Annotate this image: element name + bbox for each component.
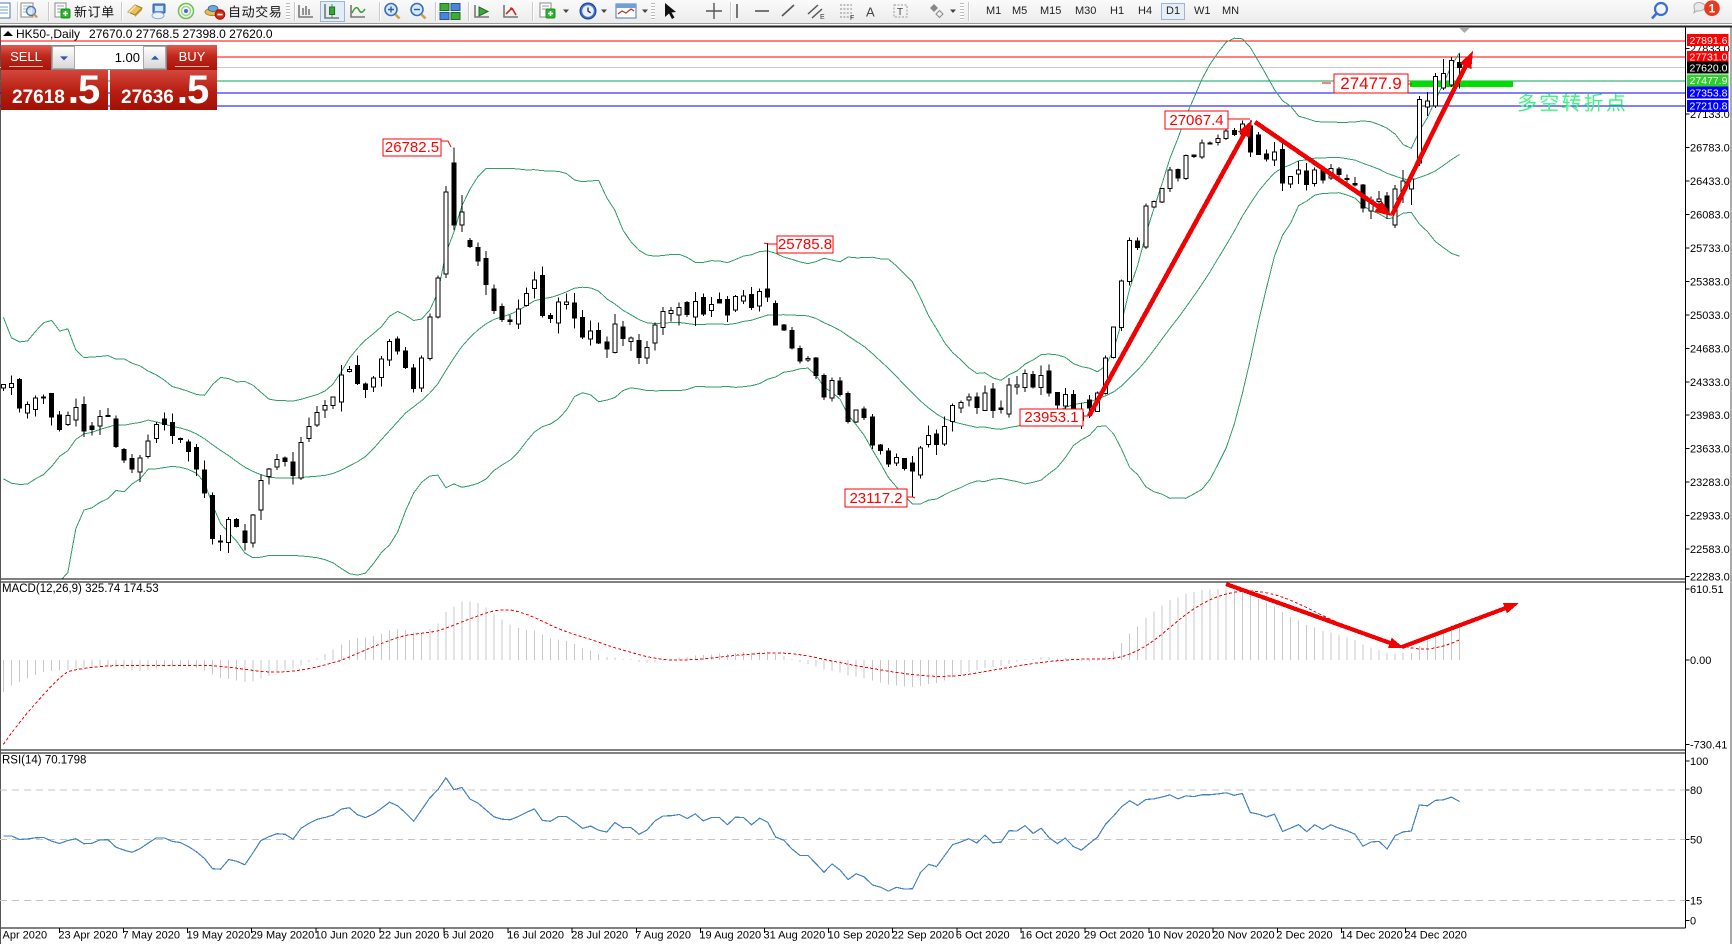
svg-text:26083.0: 26083.0 <box>1690 210 1730 222</box>
svg-text:10 Jun 2020: 10 Jun 2020 <box>315 930 376 942</box>
svg-text:14 Dec 2020: 14 Dec 2020 <box>1340 930 1402 942</box>
svg-text:F: F <box>850 15 854 22</box>
svg-text:2 Dec 2020: 2 Dec 2020 <box>1276 930 1332 942</box>
svg-text:28 Jul 2020: 28 Jul 2020 <box>571 930 628 942</box>
svg-text:23953.1: 23953.1 <box>1024 409 1078 426</box>
svg-text:T: T <box>897 7 903 18</box>
svg-text:27731.0: 27731.0 <box>1690 52 1728 64</box>
svg-text:10 Sep 2020: 10 Sep 2020 <box>828 930 890 942</box>
svg-text:80: 80 <box>1690 785 1702 797</box>
svg-text:7 May 2020: 7 May 2020 <box>123 930 180 942</box>
svg-text:26433.0: 26433.0 <box>1690 176 1730 188</box>
svg-text:23633.0: 23633.0 <box>1690 444 1730 456</box>
svg-text:24333.0: 24333.0 <box>1690 377 1730 389</box>
svg-text:22 Sep 2020: 22 Sep 2020 <box>892 930 954 942</box>
svg-text:27133.0: 27133.0 <box>1690 109 1730 121</box>
svg-text:A: A <box>866 5 875 20</box>
svg-text:E: E <box>820 14 825 21</box>
svg-text:27477.9: 27477.9 <box>1690 75 1728 87</box>
svg-text:29 May 2020: 29 May 2020 <box>251 930 315 942</box>
svg-text:25785.8: 25785.8 <box>778 236 832 253</box>
svg-text:RSI(14) 70.1798: RSI(14) 70.1798 <box>2 755 86 767</box>
svg-text:27353.8: 27353.8 <box>1690 87 1728 99</box>
svg-text:6 Oct 2020: 6 Oct 2020 <box>956 930 1010 942</box>
svg-text:7 Aug 2020: 7 Aug 2020 <box>635 930 691 942</box>
svg-text:6 Jul 2020: 6 Jul 2020 <box>443 930 494 942</box>
svg-text:0: 0 <box>1690 915 1696 927</box>
svg-text:610.51: 610.51 <box>1690 584 1724 596</box>
svg-text:15: 15 <box>1690 896 1702 908</box>
svg-text:-730.41: -730.41 <box>1690 739 1727 751</box>
svg-text:25383.0: 25383.0 <box>1690 276 1730 288</box>
svg-text:26783.0: 26783.0 <box>1690 143 1730 155</box>
svg-text:25033.0: 25033.0 <box>1690 310 1730 322</box>
svg-text:MACD(12,26,9) 325.74 174.53: MACD(12,26,9) 325.74 174.53 <box>2 583 159 595</box>
svg-text:50: 50 <box>1690 835 1702 847</box>
svg-text:27477.9: 27477.9 <box>1340 74 1401 93</box>
svg-text:1: 1 <box>1709 2 1716 16</box>
svg-text:22283.0: 22283.0 <box>1690 571 1730 583</box>
svg-text:16 Oct 2020: 16 Oct 2020 <box>1020 930 1080 942</box>
svg-text:27620.0: 27620.0 <box>1690 62 1728 74</box>
svg-text:27067.4: 27067.4 <box>1169 112 1223 129</box>
svg-text:16 Jul 2020: 16 Jul 2020 <box>507 930 564 942</box>
svg-text:Apr 2020: Apr 2020 <box>3 930 48 942</box>
svg-text:22 Jun 2020: 22 Jun 2020 <box>379 930 440 942</box>
svg-text:22933.0: 22933.0 <box>1690 511 1730 523</box>
svg-text:25733.0: 25733.0 <box>1690 243 1730 255</box>
svg-text:23283.0: 23283.0 <box>1690 477 1730 489</box>
svg-text:10 Nov 2020: 10 Nov 2020 <box>1148 930 1210 942</box>
svg-text:23983.0: 23983.0 <box>1690 410 1730 422</box>
svg-text:23 Apr 2020: 23 Apr 2020 <box>58 930 117 942</box>
svg-text:31 Aug 2020: 31 Aug 2020 <box>764 930 826 942</box>
svg-text:27891.6: 27891.6 <box>1690 35 1728 47</box>
svg-text:0.00: 0.00 <box>1690 655 1711 667</box>
svg-text:24 Dec 2020: 24 Dec 2020 <box>1405 930 1467 942</box>
svg-text:22583.0: 22583.0 <box>1690 544 1730 556</box>
svg-text:19 May 2020: 19 May 2020 <box>187 930 251 942</box>
svg-text:20 Nov 2020: 20 Nov 2020 <box>1212 930 1274 942</box>
svg-text:27210.8: 27210.8 <box>1690 101 1728 113</box>
svg-text:29 Oct 2020: 29 Oct 2020 <box>1084 930 1144 942</box>
svg-text:24683.0: 24683.0 <box>1690 343 1730 355</box>
svg-text:19 Aug 2020: 19 Aug 2020 <box>699 930 761 942</box>
svg-text:23117.2: 23117.2 <box>849 490 902 507</box>
svg-text:100: 100 <box>1690 756 1708 768</box>
svg-text:26782.5: 26782.5 <box>385 139 439 156</box>
